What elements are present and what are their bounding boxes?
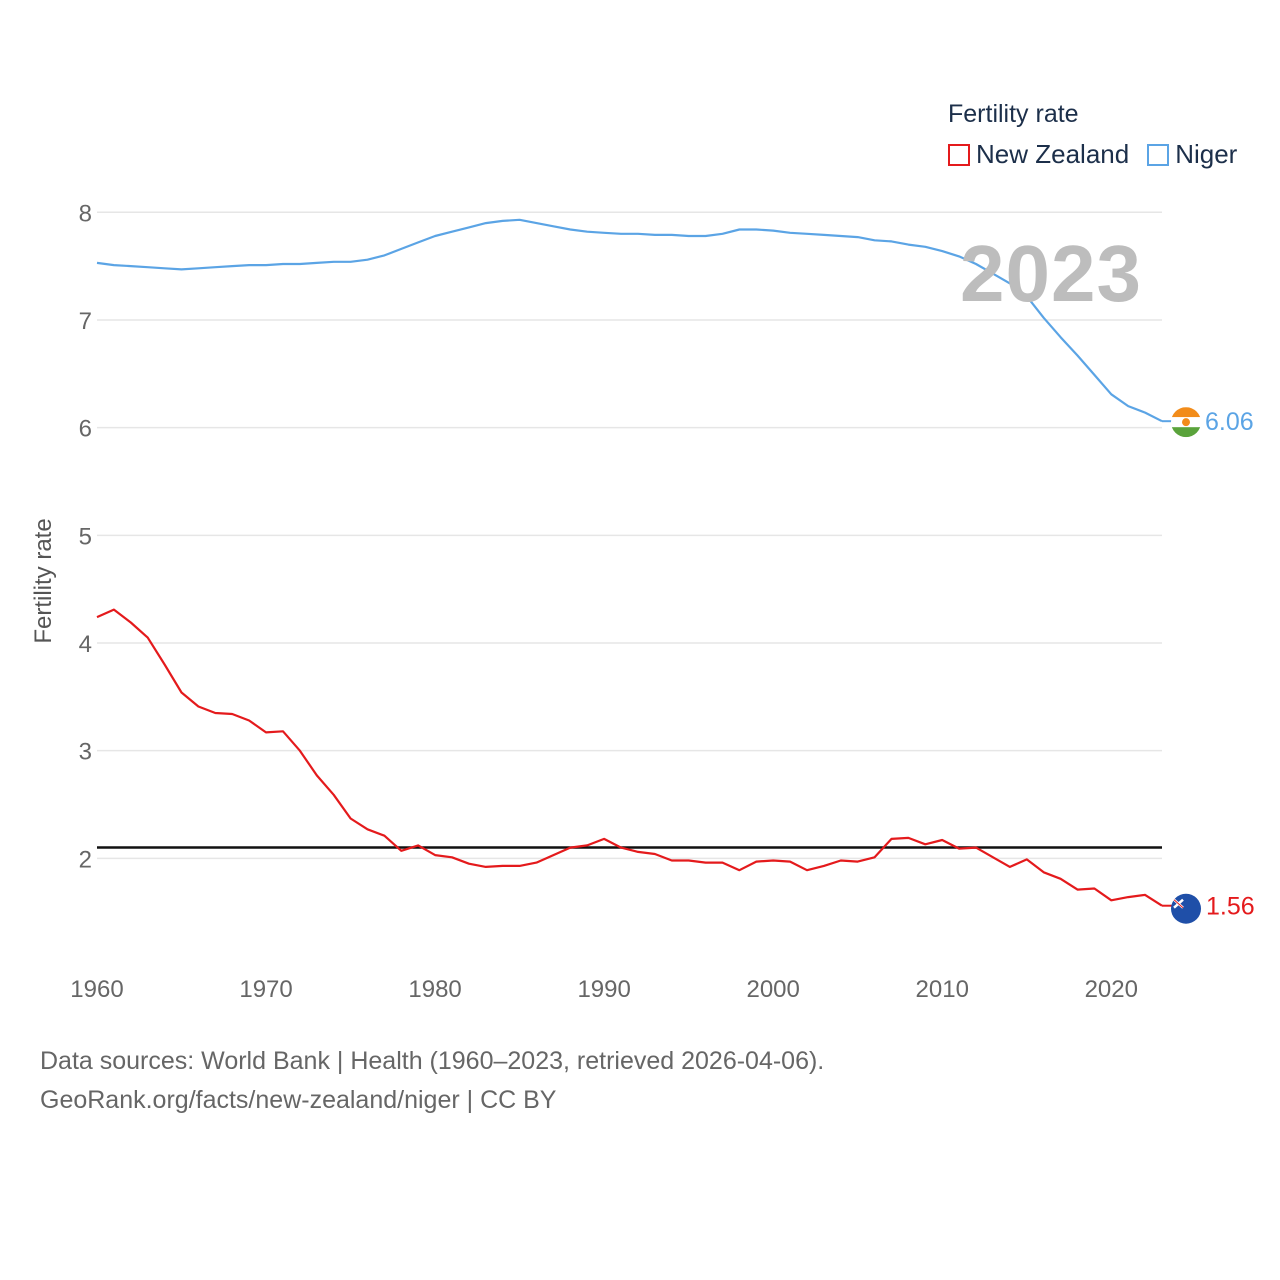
legend-swatch-niger [1147, 143, 1170, 166]
legend-title: Fertility rate [948, 100, 1079, 128]
new-zealand-flag [1171, 893, 1201, 924]
x-tick-labels: 1960 1970 1980 1990 2000 2010 2020 [70, 976, 1138, 1003]
x-tick-label-1960: 1960 [70, 976, 123, 1003]
chart-svg: 2 3 4 5 6 7 8 1960 1970 1980 1990 2000 2010 2020 Fer… [30, 200, 1255, 1003]
x-tick-label-2010: 2010 [916, 976, 969, 1003]
legend-swatch-new-zealand [948, 143, 970, 166]
niger-flag-orange [1171, 407, 1201, 418]
grid-layer [97, 211, 1162, 860]
current-year-watermark: 2023 [960, 229, 1142, 318]
y-axis-label: Fertility rate [30, 518, 57, 643]
x-tick-label-1990: 1990 [577, 976, 630, 1003]
new-zealand-flag-field [1171, 893, 1201, 924]
series-line-new-zealand [96, 608, 1163, 907]
y-tick-label-4: 4 [79, 631, 92, 658]
series-layer [96, 218, 1163, 907]
niger-flag-sun [1182, 418, 1190, 427]
footer: Data sources: World Bank | Health (1960–… [40, 1042, 824, 1120]
legend-item-new-zealand[interactable]: New Zealand [948, 139, 1129, 170]
series-line-niger [96, 218, 1163, 423]
y-tick-label-8: 8 [79, 200, 92, 227]
end-label-niger: 6.06 [1205, 408, 1254, 436]
end-markers: 1.56 6.06 [1162, 407, 1255, 924]
legend-label-new-zealand: New Zealand [976, 139, 1130, 169]
x-tick-label-1980: 1980 [408, 976, 461, 1003]
y-tick-label-7: 7 [79, 308, 92, 335]
x-tick-label-1970: 1970 [239, 976, 292, 1003]
legend: Fertility rate New Zealand Niger [948, 100, 1255, 170]
x-tick-label-2020: 2020 [1085, 976, 1138, 1003]
end-label-new-zealand: 1.56 [1206, 893, 1255, 921]
y-tick-labels: 2 3 4 5 6 7 8 [79, 200, 92, 873]
footer-link-line: GeoRank.org/facts/new-zealand/niger | CC… [40, 1081, 824, 1120]
new-zealand-flag-cross [1173, 899, 1184, 909]
niger-flag-green [1171, 427, 1201, 438]
data-sources-text: Data sources: World Bank | Health (1960–… [40, 1047, 825, 1075]
license-text: | CC BY [459, 1086, 557, 1114]
y-tick-label-6: 6 [79, 416, 92, 443]
legend-item-niger[interactable]: Niger [1147, 139, 1237, 170]
y-tick-label-2: 2 [79, 846, 92, 873]
y-tick-label-3: 3 [79, 739, 92, 766]
x-tick-label-2000: 2000 [746, 976, 799, 1003]
legend-label-niger: Niger [1175, 139, 1238, 169]
legend-items: New Zealand Niger [948, 139, 1255, 170]
niger-flag [1171, 407, 1201, 438]
y-tick-label-5: 5 [79, 523, 92, 550]
georank-link[interactable]: GeoRank.org/facts/new-zealand/niger [40, 1086, 460, 1114]
